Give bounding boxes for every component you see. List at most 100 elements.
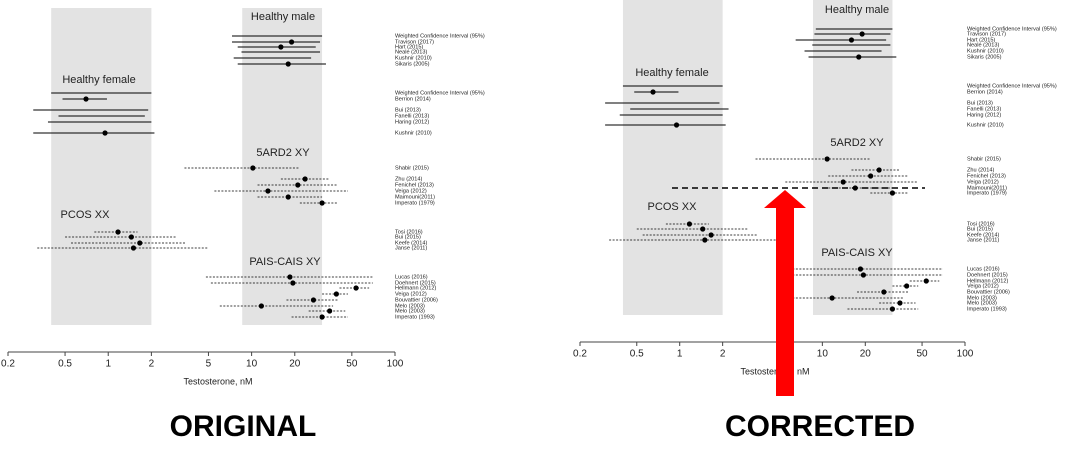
arrow-head <box>764 190 806 208</box>
study-label: Sikaris (2005) <box>967 54 1002 60</box>
study-label: Bouvattier (2006) <box>967 289 1010 295</box>
group-label: Healthy male <box>825 4 889 16</box>
point-estimate <box>889 190 896 196</box>
study-label: Weighted Confidence Interval (95%) <box>395 33 485 39</box>
point-estimate <box>686 221 693 227</box>
study-label: Bui (2013) <box>395 107 421 113</box>
study-label: Haring (2012) <box>395 119 429 125</box>
point-estimate <box>250 165 256 171</box>
red-arrow <box>764 190 806 396</box>
study-label: Fanelli (2013) <box>395 113 429 119</box>
study-label: Bouvattier (2006) <box>395 297 438 303</box>
x-axis-label: Testosterone, nM <box>183 376 252 386</box>
point-estimate <box>302 176 308 182</box>
study-label: Veiga (2012) <box>967 179 999 185</box>
x-tick-label: 50 <box>346 359 358 370</box>
group-label: PAIS-CAIS XY <box>821 247 893 259</box>
study-label: Berrion (2014) <box>967 89 1003 95</box>
point-estimate <box>829 295 835 301</box>
x-tick-label: 0.2 <box>573 349 587 360</box>
point-estimate <box>265 188 271 194</box>
x-tick-label: 5 <box>206 359 212 370</box>
study-label: Weighted Confidence Interval (95%) <box>967 83 1057 89</box>
study-label: Janse (2011) <box>967 237 999 243</box>
x-tick-label: 20 <box>289 359 301 370</box>
x-tick-label: 100 <box>387 359 404 370</box>
study-label: Imperato (1979) <box>395 200 435 206</box>
point-estimate <box>897 300 903 306</box>
group-label: Healthy female <box>635 67 708 79</box>
study-label: Bui (2013) <box>967 100 993 106</box>
x-tick-label: 10 <box>817 349 829 360</box>
x-tick-label: 0.2 <box>1 359 15 370</box>
point-estimate <box>137 240 143 246</box>
group-label: 5ARD2 XY <box>830 137 884 149</box>
study-label: Hart (2015) <box>395 44 423 50</box>
study-label: Tosi (2016) <box>395 229 423 235</box>
study-label: Melo (2003) <box>967 295 997 301</box>
x-tick-label: 20 <box>860 349 872 360</box>
x-axis-label: Testosterone, nM <box>740 366 809 376</box>
point-estimate <box>278 44 284 50</box>
study-label: Melo (2003) <box>395 303 425 309</box>
point-estimate <box>285 194 291 200</box>
study-label: Imperato (1993) <box>967 306 1007 312</box>
study-label: Bui (2015) <box>967 226 993 232</box>
point-estimate <box>319 314 325 320</box>
group-label: PCOS XX <box>648 201 698 213</box>
study-label: Keefe (2014) <box>967 232 999 238</box>
study-label: Janse (2011) <box>395 245 427 251</box>
study-label: Hellmann (2012) <box>395 285 436 291</box>
study-label: Veiga (2012) <box>395 188 427 194</box>
study-label: Imperato (1979) <box>967 190 1007 196</box>
point-estimate <box>258 303 264 309</box>
study-label: Kushnir (2010) <box>967 48 1004 54</box>
study-label: Tosi (2016) <box>967 221 995 227</box>
point-estimate <box>923 278 929 284</box>
x-tick-label: 0.5 <box>58 359 72 370</box>
study-label: Weighted Confidence Interval (95%) <box>967 26 1057 32</box>
study-label: Travison (2017) <box>395 39 434 45</box>
point-estimate <box>102 130 108 136</box>
point-estimate <box>700 226 706 232</box>
point-estimate <box>287 274 293 280</box>
point-estimate <box>840 179 846 185</box>
study-label: Hellmann (2012) <box>967 278 1008 284</box>
study-label: Doehnert (2015) <box>967 272 1008 278</box>
point-estimate <box>881 289 887 295</box>
point-estimate <box>128 234 134 240</box>
reference-band <box>813 0 893 315</box>
study-label: Maimouni(2011) <box>395 194 435 200</box>
point-estimate <box>115 229 121 235</box>
group-label: 5ARD2 XY <box>256 147 310 159</box>
point-estimate <box>310 297 317 303</box>
study-label: Hart (2015) <box>967 37 995 43</box>
study-label: Zhu (2014) <box>395 176 422 182</box>
point-estimate <box>859 31 865 37</box>
study-label: Kushnir (2010) <box>395 55 432 61</box>
reference-band <box>242 8 323 325</box>
point-estimate <box>290 280 296 286</box>
x-tick-label: 0.5 <box>630 349 644 360</box>
point-estimate <box>130 245 137 251</box>
point-estimate <box>848 37 855 43</box>
study-label: Maimouni(2011) <box>967 185 1007 191</box>
group-label: PAIS-CAIS XY <box>249 256 321 268</box>
study-label: Fenichel (2013) <box>967 173 1006 179</box>
reference-band <box>622 0 723 315</box>
study-label: Shabir (2015) <box>395 165 429 171</box>
point-estimate <box>856 54 862 60</box>
study-label: Keefe (2014) <box>395 240 427 246</box>
point-estimate <box>285 61 291 67</box>
study-label: Lucas (2016) <box>967 266 1000 272</box>
group-label: Healthy male <box>251 11 315 23</box>
study-label: Zhu (2014) <box>967 167 994 173</box>
study-label: Fenichel (2013) <box>395 182 434 188</box>
x-tick-label: 1 <box>677 349 683 360</box>
study-label: Melo (2003) <box>967 300 997 306</box>
arrow-shaft <box>776 206 794 396</box>
point-estimate <box>708 232 714 238</box>
x-tick-label: 10 <box>246 359 258 370</box>
x-tick-label: 50 <box>916 349 928 360</box>
study-label: Neale (2013) <box>967 42 999 48</box>
